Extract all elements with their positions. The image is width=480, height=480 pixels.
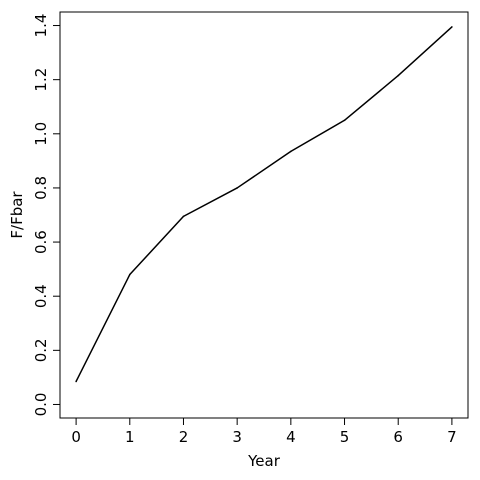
y-tick-label: 1.0 [32, 122, 50, 146]
x-tick-label: 6 [393, 428, 403, 446]
data-point [451, 26, 453, 28]
data-point [290, 150, 292, 153]
x-tick-label: 1 [125, 428, 135, 446]
x-tick-label: 0 [71, 428, 81, 446]
y-axis: 0.0 0.2 0.4 0.6 0.8 1.0 1.2 1.4 [32, 14, 60, 417]
y-tick-label: 0.8 [32, 176, 50, 200]
data-point [236, 187, 238, 189]
data-point [343, 119, 346, 122]
x-axis: 0 1 2 3 4 5 6 7 [71, 418, 457, 446]
series-layer [75, 26, 453, 383]
series-line [75, 26, 453, 382]
x-tick-label: 3 [232, 428, 242, 446]
x-axis-label: Year [247, 452, 281, 470]
y-tick-label: 0.2 [32, 338, 50, 362]
y-tick-label: 1.2 [32, 68, 50, 92]
y-axis-label: F/Fbar [8, 191, 26, 239]
y-tick-label: 0.6 [32, 230, 50, 254]
x-tick-label: 4 [286, 428, 296, 446]
data-point [182, 215, 185, 218]
y-tick-label: 1.4 [32, 14, 50, 38]
x-tick-label: 5 [340, 428, 350, 446]
x-tick-label: 2 [179, 428, 189, 446]
y-tick-label: 0.0 [32, 393, 50, 417]
y-tick-label: 0.4 [32, 284, 50, 308]
x-tick-label: 7 [447, 428, 457, 446]
data-point [397, 74, 400, 77]
plot-frame [59, 11, 469, 419]
data-point [128, 273, 131, 276]
data-point [75, 380, 77, 383]
